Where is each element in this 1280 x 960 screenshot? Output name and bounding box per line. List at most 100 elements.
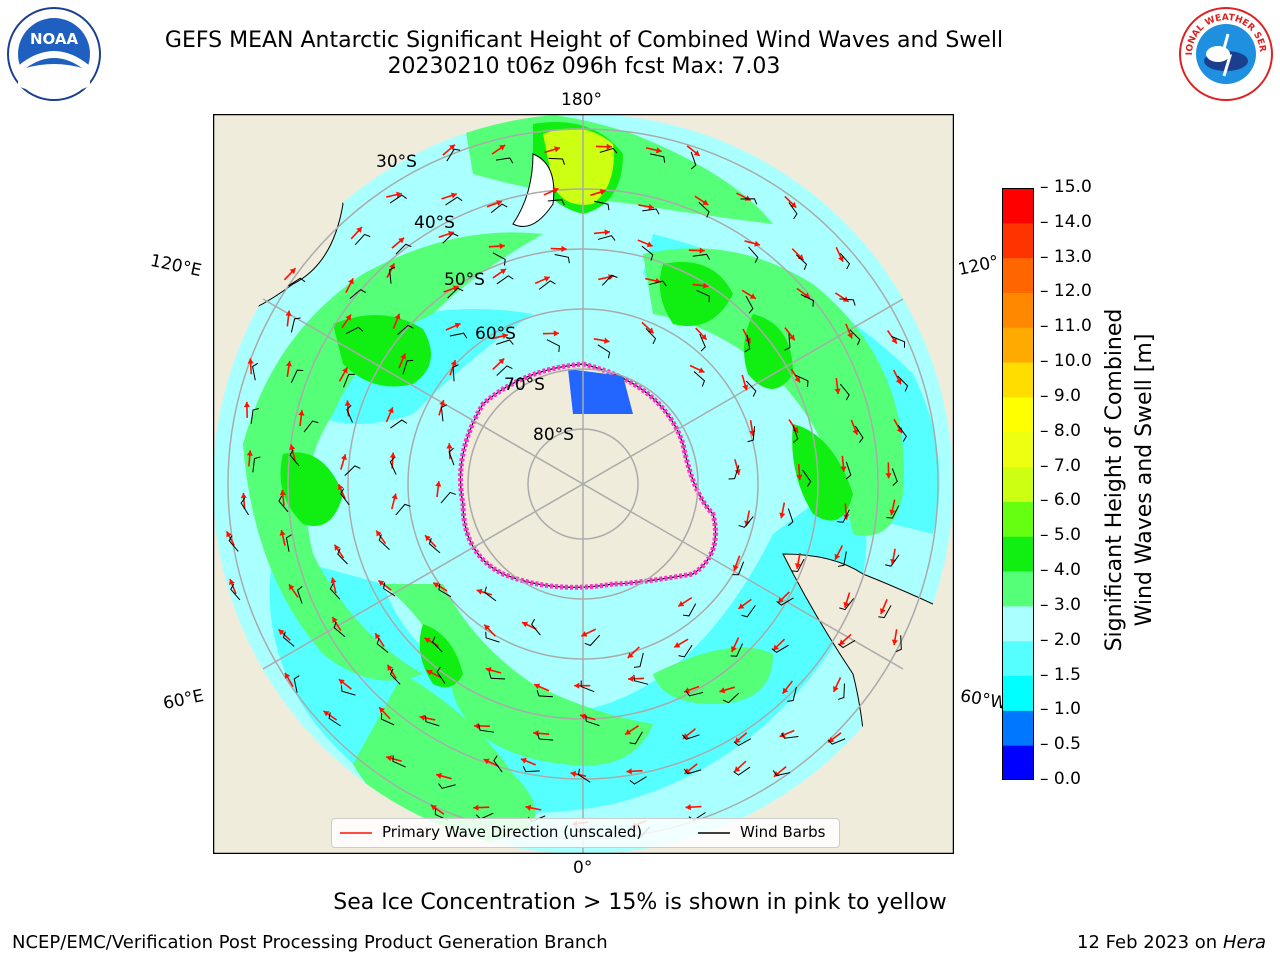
wave-arrow-head [398,237,405,244]
wave-arrow-head [430,805,437,811]
wind-barb [554,253,570,264]
colorbar-tick-label: – 9.0 [1040,385,1081,406]
wave-arrow-head [627,652,634,658]
wave-arrow-head [834,388,841,394]
wave-arrow-head [847,332,853,339]
wave-arrow-head [502,333,508,340]
wave-arrow-head [554,146,560,153]
wave-arrow-head [879,608,886,615]
wind-barb [837,640,856,649]
wave-arrow-head [449,144,455,151]
wind-barb [838,683,845,700]
wave-arrow-head [742,384,749,391]
wind-barb [878,605,892,619]
wind-barb [787,508,794,527]
wind-barb [428,537,441,554]
wave-arrow-head [599,189,606,196]
wind-barb [340,685,356,696]
wave-arrow-head [391,493,398,500]
wind-barb [522,766,540,773]
colorbar-tick-label: – 2.0 [1040,629,1081,650]
footer-date: 12 Feb 2023 on Hera [1077,932,1266,953]
wave-arrow-head [734,737,741,744]
colorbar-tick-label: – 15.0 [1040,177,1092,197]
wind-barb [747,426,756,443]
colorbar [1002,188,1034,781]
wind-barb [425,715,440,727]
wind-barb [389,266,396,284]
wave-arrow-head [678,600,685,607]
wave-arrow-head [646,241,653,248]
lat-label-70s: 70°S [504,375,545,395]
wave-arrow-head [889,509,896,516]
wind-barb [490,203,508,214]
wave-arrow-head [473,804,479,811]
colorbar-segment [1002,396,1034,433]
wave-arrow-head [604,229,610,236]
wind-barb [449,332,468,339]
wave-arrow-head [698,367,705,373]
colorbar-tick-label: – 1.0 [1040,699,1081,720]
wind-barb [792,425,799,444]
wave-arrow-head [625,729,632,735]
wave-arrow-head [606,143,612,150]
wave-arrow-head [699,247,705,254]
wave-arrow-head [891,639,898,646]
wave-arrow-head [719,687,726,694]
wind-barb [597,235,616,241]
wind-barb [250,408,259,424]
wave-arrow-head [840,466,847,472]
wind-barb [744,334,751,353]
wave-arrow-head [279,530,286,536]
wave-arrow-head [852,428,859,435]
wind-barb [340,488,350,506]
wave-arrow-head [792,426,798,433]
wave-arrow-head [436,772,442,779]
wind-barb [289,449,300,467]
wind-barb [802,469,812,487]
colorbar-tick-label: – 14.0 [1040,211,1092,232]
wave-arrow-head [843,601,850,608]
colorbar-label-line1: Significant Height of Combined [1102,308,1127,652]
wave-arrow-head [389,452,396,458]
wind-barb [837,551,847,567]
wind-barb [290,317,301,333]
lat-label-30s: 30°S [376,152,417,172]
wave-arrow-head [375,633,381,640]
wind-barb [252,362,258,381]
wave-arrow-head [777,597,784,604]
wave-arrow-head [754,240,761,247]
wind-barb [776,597,794,606]
wave-arrow-head [789,334,795,341]
wave-arrow-head [425,535,431,542]
wind-barb [382,582,396,597]
wind-barb [538,280,556,290]
wave-arrow-head [332,617,338,624]
wind-barb [438,783,456,789]
wind-barb [733,766,751,776]
wave-arrow-head [396,191,402,198]
colorbar-segment [1002,536,1034,572]
wind-barb [440,491,456,504]
wind-barb [577,768,591,783]
lon-label-120e: 120°E [148,250,204,282]
wave-arrow-head [543,276,550,282]
wind-barb [337,548,348,565]
wind-barb [839,298,856,306]
wind-barb [537,733,554,741]
wind-barb [795,374,809,387]
wave-arrow-head [702,199,709,205]
new-zealand [512,153,555,227]
colorbar-tick-label: – 13.0 [1040,246,1092,267]
wave-arrow-head [684,687,690,694]
wind-barb [699,333,706,352]
wind-barb [285,534,292,552]
wave-arrow-head [685,804,691,811]
wind-barb [492,252,506,266]
wind-barb [328,712,341,727]
wind-barb [440,404,447,422]
wave-arrow-head [499,145,506,151]
colorbar-segment [1002,257,1034,293]
colorbar-ticks: – 0.0 – 0.5 – 1.0 – 1.5 – 2.0 – 3.0 – 4.0 – 5.0… [1040,0,1100,960]
wave-height-field [213,114,953,854]
